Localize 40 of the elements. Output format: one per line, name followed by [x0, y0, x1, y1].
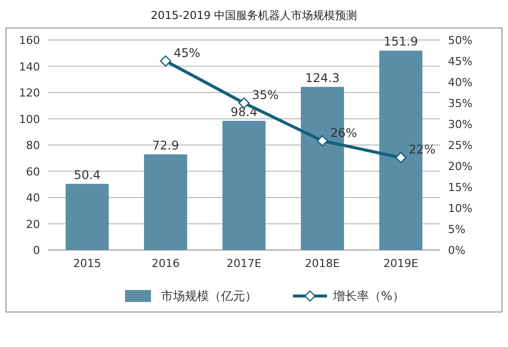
data-label: 35% — [252, 88, 279, 102]
bar — [144, 154, 188, 250]
y-tick-label: 60 — [26, 165, 40, 178]
point — [160, 55, 172, 67]
point — [316, 135, 328, 146]
y2-tick-label: 5% — [448, 223, 466, 236]
y-tick-label: 20 — [26, 218, 40, 231]
y2-tick-label: 30% — [448, 118, 472, 131]
y-tick-label: 0 — [33, 244, 40, 257]
bar — [66, 184, 109, 250]
y-tick-label: 120 — [19, 86, 40, 100]
data-label: 151.9 — [384, 34, 418, 49]
data-label: 124.3 — [305, 70, 340, 85]
x-tick-label: 2015 — [73, 257, 102, 270]
x-tick-label: 2017E — [226, 257, 262, 270]
y-tick-label: 40 — [26, 192, 40, 204]
data-label: 45% — [174, 46, 200, 60]
y2-tick-label: 15% — [448, 181, 472, 194]
legend-label: 市场规模（亿元） — [161, 289, 257, 303]
y2-tick-label: 35% — [448, 97, 472, 110]
y2-tick-label: 45% — [448, 55, 472, 68]
y-tick-label: 80 — [26, 139, 40, 152]
y2-tick-label: 0% — [448, 244, 466, 257]
point — [395, 152, 406, 164]
y-tick-label: 100 — [19, 112, 40, 126]
data-label: 72.9 — [152, 138, 179, 152]
y2-tick-label: 50% — [448, 34, 472, 47]
data-label: 50.4 — [74, 168, 101, 182]
chart-title: 2015-2019 中国服务机器人市场规模预测 — [150, 9, 358, 22]
y2-tick-label: 10% — [448, 202, 472, 215]
y2-tick-label: 25% — [448, 139, 472, 152]
y-tick-label: 160 — [19, 34, 40, 47]
y2-tick-label: 40% — [448, 76, 472, 89]
x-tick-label: 2016 — [152, 257, 180, 270]
x-tick-label: 2019E — [383, 257, 418, 270]
y-tick-label: 140 — [19, 60, 40, 74]
y2-tick-label: 20% — [448, 160, 472, 173]
bar — [222, 120, 266, 250]
x-tick-label: 2018E — [304, 257, 340, 270]
legend-label: 增长率（%） — [332, 289, 404, 303]
